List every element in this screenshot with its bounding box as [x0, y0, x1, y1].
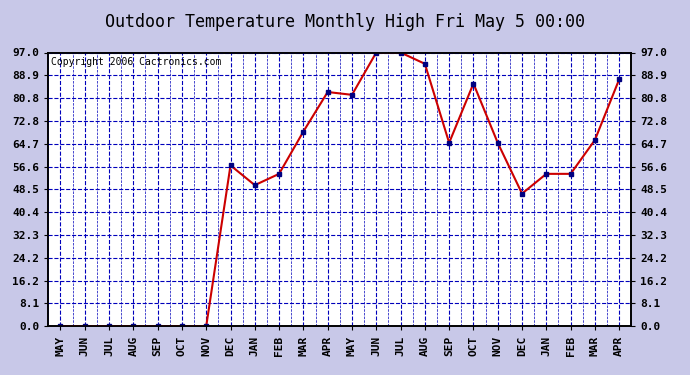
Text: Outdoor Temperature Monthly High Fri May 5 00:00: Outdoor Temperature Monthly High Fri May… [105, 13, 585, 31]
Text: Copyright 2006 Cactronics.com: Copyright 2006 Cactronics.com [51, 57, 221, 67]
